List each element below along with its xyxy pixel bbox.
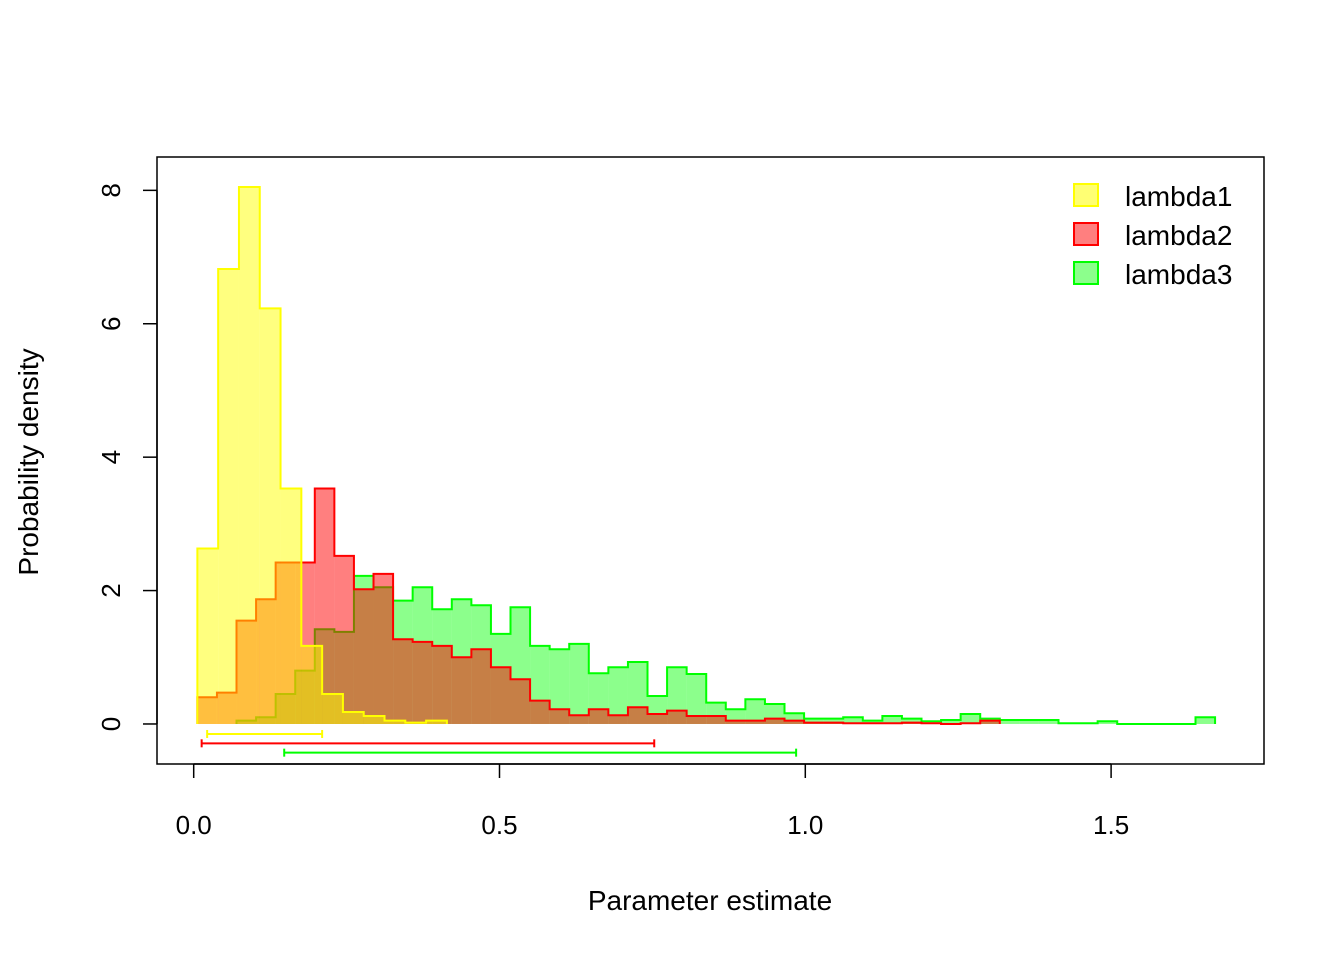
bar-lambda3-34: [901, 718, 922, 724]
bar-lambda3-17: [569, 643, 589, 724]
bar-lambda2-26: [706, 715, 726, 724]
bar-lambda3-39: [999, 719, 1020, 724]
bar-lambda2-18: [549, 709, 570, 724]
y-tick-label: 6: [96, 317, 126, 331]
legend-label: lambda2: [1125, 220, 1232, 251]
bar-lambda2-24: [667, 710, 687, 724]
bar-lambda3-49: [1195, 717, 1216, 724]
bar-lambda1-8: [363, 715, 385, 724]
bar-lambda3-23: [686, 673, 707, 724]
bar-lambda1-11: [426, 720, 447, 724]
bar-lambda1-1: [218, 269, 239, 724]
bar-lambda2-17: [530, 700, 550, 724]
legend: lambda1 lambda2 lambda3: [1073, 181, 1232, 290]
bar-lambda3-37: [960, 713, 981, 724]
y-axis: 0 2 4 6 8: [96, 183, 158, 731]
y-tick-label: 4: [96, 450, 126, 464]
bar-lambda2-27: [725, 720, 746, 724]
bar-lambda2-19: [569, 715, 589, 724]
bar-lambda3-33: [882, 715, 902, 724]
x-tick-label: 0.5: [481, 810, 517, 840]
outline-lambda1: [196, 186, 448, 724]
bar-lambda1-5: [301, 645, 323, 724]
interval-lambda2: [200, 739, 656, 748]
legend-item-lambda1: lambda1: [1073, 181, 1232, 212]
bar-lambda1-3: [259, 308, 281, 724]
bar-lambda2-28: [745, 720, 765, 724]
bar-lambda1-2: [238, 187, 260, 724]
bar-lambda2-21: [608, 715, 628, 724]
bar-lambda3-44: [1097, 721, 1118, 724]
y-tick-label: 0: [96, 717, 126, 731]
y-tick-label: 8: [96, 183, 126, 197]
outline-lambda2: [196, 487, 1001, 725]
bar-lambda1-9: [384, 720, 406, 724]
bar-lambda1-0: [197, 548, 219, 724]
bar-lambda2-13: [451, 657, 472, 724]
x-axis-title: Parameter estimate: [588, 885, 832, 916]
bar-lambda2-7: [334, 555, 354, 724]
legend-item-lambda2: lambda2: [1073, 220, 1232, 251]
bar-lambda2-30: [784, 720, 805, 724]
interval-lambda3: [283, 748, 798, 757]
legend-swatch: [1073, 183, 1099, 207]
x-axis: 0.0 0.5 1.0 1.5: [176, 763, 1129, 840]
bar-lambda3-16: [549, 649, 570, 724]
series-layer: [196, 186, 1217, 725]
bar-lambda2-11: [412, 641, 433, 724]
y-tick-label: 2: [96, 583, 126, 597]
series-lambda1: [196, 186, 448, 724]
bar-lambda2-22: [627, 707, 648, 724]
bar-lambda3-30: [823, 718, 844, 724]
bar-lambda2-16: [510, 679, 531, 724]
x-tick-label: 0.0: [176, 810, 212, 840]
bar-lambda3-40: [1019, 719, 1039, 724]
interval-layer: [200, 729, 798, 757]
y-axis-title: Probability density: [13, 348, 44, 575]
interval-lambda1: [206, 729, 324, 738]
bar-lambda2-8: [353, 589, 374, 724]
x-tick-label: 1.0: [787, 810, 823, 840]
legend-label: lambda3: [1125, 259, 1232, 290]
bar-lambda2-25: [686, 715, 707, 724]
bar-lambda3-36: [941, 719, 961, 724]
x-tick-label: 1.5: [1093, 810, 1129, 840]
bar-lambda3-31: [843, 717, 863, 724]
bar-lambda3-19: [608, 667, 628, 724]
legend-label: lambda1: [1125, 181, 1232, 212]
bar-lambda2-40: [980, 720, 1000, 724]
bar-lambda1-6: [322, 693, 343, 724]
bar-lambda1-7: [342, 711, 364, 724]
bar-lambda2-20: [588, 709, 609, 724]
bar-lambda2-14: [471, 649, 491, 724]
bar-lambda2-12: [432, 645, 452, 724]
bar-lambda3-32: [862, 720, 883, 724]
bar-lambda1-4: [280, 488, 302, 724]
bar-lambda2-23: [647, 713, 668, 724]
bar-lambda2-15: [490, 667, 511, 724]
bar-lambda3-41: [1038, 719, 1059, 724]
bar-lambda3-26: [745, 699, 765, 724]
legend-swatch: [1073, 222, 1099, 246]
bar-lambda2-29: [764, 718, 785, 724]
bar-lambda2-9: [373, 573, 394, 724]
bar-lambda2-10: [393, 639, 413, 724]
legend-swatch: [1073, 261, 1099, 285]
bar-lambda3-28: [784, 713, 805, 724]
legend-item-lambda3: lambda3: [1073, 259, 1232, 290]
bar-lambda3-29: [804, 718, 824, 724]
